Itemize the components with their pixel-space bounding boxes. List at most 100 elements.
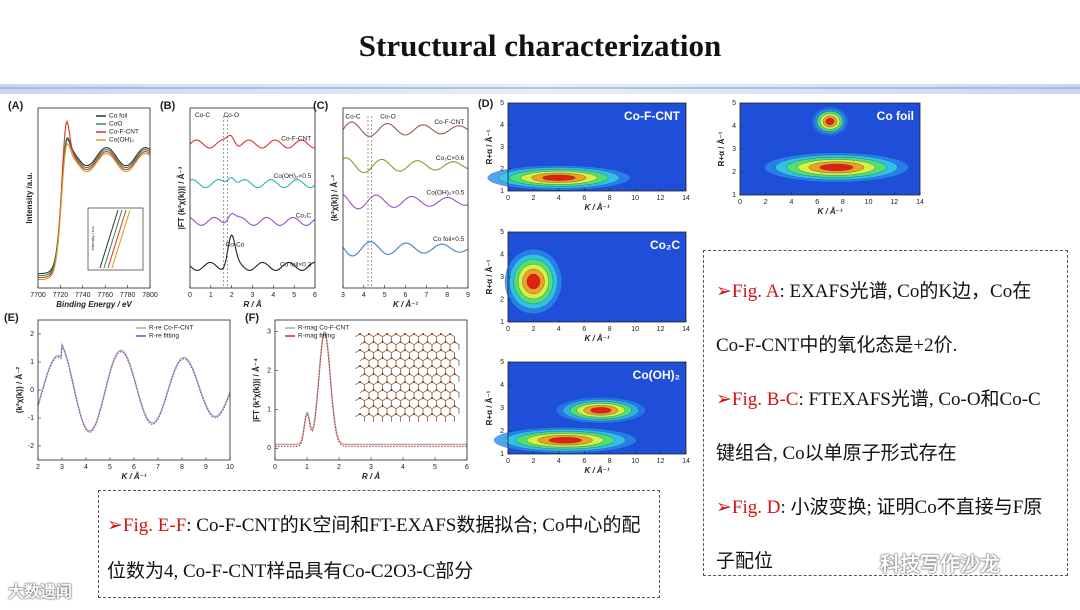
atom <box>363 356 366 360</box>
atom <box>430 348 434 352</box>
annotation: Co-C <box>195 112 210 119</box>
x-tick-label: 6 <box>815 199 819 206</box>
bond <box>413 373 424 382</box>
y-axis-title: R+α / Å⁻¹ <box>485 259 494 294</box>
watermark: 大数遗闻 <box>8 582 73 601</box>
annotation: Co-F-CNT <box>434 119 464 126</box>
atom <box>439 348 443 352</box>
bond <box>368 405 379 414</box>
atom <box>367 396 371 400</box>
bond <box>413 357 424 366</box>
x-tick-label: 7 <box>156 464 160 471</box>
bond <box>418 381 428 390</box>
x-tick-label: 6 <box>582 326 586 333</box>
bond <box>436 349 446 358</box>
y-axis-title: |FT (k²χ(k))| / Å⁻⁴ <box>252 358 261 422</box>
atom <box>358 348 362 352</box>
x-tick-label: 10 <box>631 458 639 465</box>
bond <box>418 333 428 342</box>
x-tick-label: 7720 <box>53 292 69 299</box>
atom <box>426 340 429 344</box>
y-axis-title: (k²χ(k)) / Å⁻² <box>330 175 339 221</box>
bond <box>368 373 379 382</box>
bond <box>386 357 397 366</box>
y-tick-label: 5 <box>500 100 504 107</box>
x-tick-label: 7800 <box>142 292 158 299</box>
atom <box>412 412 416 416</box>
bond <box>386 373 397 382</box>
atom <box>403 364 407 368</box>
bond <box>422 373 433 382</box>
y-tick-label: 5 <box>732 100 736 107</box>
x-tick-label: 2 <box>531 195 535 202</box>
x-tick-label: 8 <box>841 199 845 206</box>
x-tick-label: 7 <box>424 292 428 299</box>
atom <box>399 356 402 360</box>
y-axis-title: R+α / Å⁻¹ <box>717 131 726 166</box>
bond <box>373 365 383 374</box>
panel-label: (D) <box>478 98 494 110</box>
atom <box>376 364 380 368</box>
atom <box>421 412 425 416</box>
atom <box>421 364 425 368</box>
bond <box>382 381 392 390</box>
atom <box>421 380 425 384</box>
atom <box>421 332 425 336</box>
bond <box>382 333 392 342</box>
bond <box>440 373 451 382</box>
atom <box>376 332 380 336</box>
atom <box>421 348 425 352</box>
atom <box>430 364 434 368</box>
atom <box>385 364 389 368</box>
atom <box>439 412 443 416</box>
bond <box>409 333 419 342</box>
y-tick-label: 4 <box>500 382 504 389</box>
watermark: 科技写作沙龙 <box>880 552 1000 576</box>
bond <box>431 405 442 414</box>
x-tick-label: 12 <box>657 195 665 202</box>
atom <box>439 364 443 368</box>
annotation: Co-F-CNT <box>281 135 311 142</box>
curve <box>189 234 316 271</box>
x-tick-label: 2 <box>230 292 234 299</box>
bond <box>400 413 410 422</box>
x-tick-label: 10 <box>631 195 639 202</box>
atom <box>390 388 393 392</box>
atom <box>367 364 371 368</box>
bond <box>382 365 392 374</box>
atom <box>363 404 366 408</box>
fit-curve <box>275 333 467 447</box>
x-tick-label: 4 <box>557 195 561 202</box>
x-tick-label: 5 <box>108 464 112 471</box>
bond <box>409 381 419 390</box>
atom <box>444 356 447 360</box>
atom <box>430 332 434 336</box>
atom <box>453 340 456 344</box>
atom <box>403 380 407 384</box>
bond <box>418 413 428 422</box>
x-tick-label: 3 <box>60 464 64 471</box>
annotation: Co-O <box>223 112 239 119</box>
atom <box>390 356 393 360</box>
atom <box>435 356 438 360</box>
atom <box>435 388 438 392</box>
atom <box>372 404 375 408</box>
atom <box>372 388 375 392</box>
y-tick-label: 5 <box>500 359 504 366</box>
atom <box>381 340 384 344</box>
bond <box>404 389 415 398</box>
x-tick-label: 6 <box>313 292 317 299</box>
atom <box>408 340 411 344</box>
bond <box>413 405 424 414</box>
x-tick-label: 4 <box>362 292 366 299</box>
atom <box>430 412 434 416</box>
bond <box>382 397 392 406</box>
annotation: Co₂C <box>296 213 312 220</box>
bond <box>404 405 415 414</box>
curve <box>275 330 467 446</box>
atom <box>439 380 443 384</box>
bond <box>359 357 370 366</box>
curve <box>342 121 469 137</box>
